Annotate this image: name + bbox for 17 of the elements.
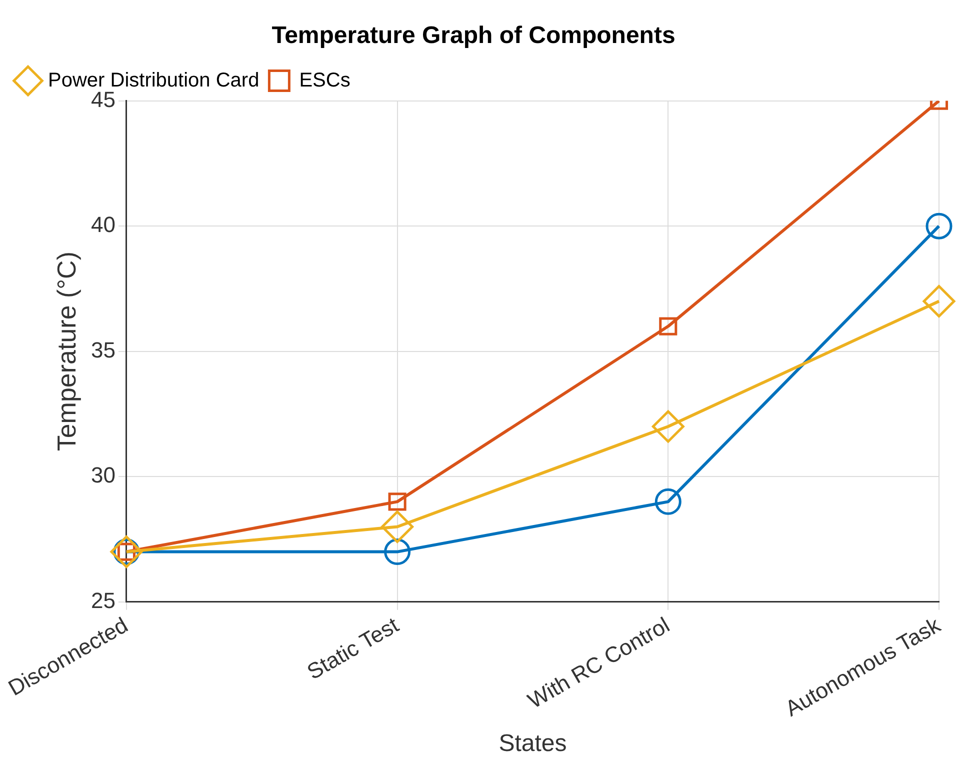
y-axis-title: Temperature (°C) [52,252,82,452]
y-tick-label: 40 [90,212,116,238]
chart-title: Temperature Graph of Components [272,22,676,50]
point [926,212,952,240]
y-tick-label: 25 [90,588,116,613]
x-axis-title: States [498,730,567,758]
point [659,317,678,336]
y-tick-label: 35 [90,337,116,362]
legend-label: ESCs [299,69,350,92]
point [384,538,411,566]
point [652,410,684,443]
x-tick-label: Static Test [302,612,403,684]
point [388,492,406,511]
point [381,510,414,543]
point [654,488,682,515]
y-tick-label: 30 [90,462,116,488]
point [922,284,956,318]
